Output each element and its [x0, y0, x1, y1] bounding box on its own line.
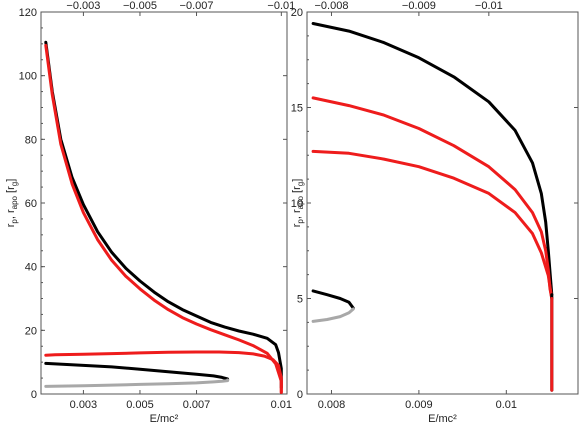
x-axis-label: E/mc²: [428, 413, 457, 425]
y-tick-label: 15: [291, 103, 303, 115]
series-line-3: [44, 361, 230, 382]
x-tick-label: 0.007: [183, 399, 211, 411]
y-tick-label: 5: [297, 294, 303, 306]
x-tick-label: 0.005: [126, 399, 154, 411]
x-tick-label: 0.003: [70, 399, 98, 411]
top-tick-label: −0.009: [402, 0, 436, 12]
series-line-1: [311, 96, 554, 300]
series-line-2: [44, 350, 283, 394]
y-tick-label: 40: [25, 262, 37, 274]
y-tick-label: 80: [25, 134, 37, 146]
y-tick-label: 10: [291, 198, 303, 210]
x-tick-label: 0.01: [271, 399, 292, 411]
series-line-1: [44, 43, 283, 394]
series-line-6: [311, 307, 355, 323]
series-line-0: [311, 22, 554, 297]
left-panel: 0 20 40 60 80 100 120 0.003 0.005 0.007 0.01 −0.003…: [5, 0, 295, 425]
top-tick-label: −0.01: [475, 0, 503, 12]
top-tick-label: −0.008: [315, 0, 349, 12]
top-tick-label: −0.01: [267, 0, 295, 12]
y-tick-label: 0: [297, 389, 303, 401]
top-tick-label: −0.005: [123, 0, 157, 12]
series-line-0: [44, 40, 283, 390]
y-tick-label: 20: [25, 325, 37, 337]
y-tick-label: 60: [25, 198, 37, 210]
series-line-2: [311, 149, 554, 300]
y-tick-label: 0: [31, 389, 37, 401]
y-axis-label: rp, rapo [rg]: [291, 179, 305, 228]
y-tick-label: 100: [19, 71, 37, 83]
x-axis-label: E/mc²: [150, 413, 179, 425]
right-panel: 0 5 10 15 20 0.008 0.009 0.01 −0.008 −0.009 −0.01 E…: [291, 0, 579, 425]
series-line-4: [44, 378, 230, 388]
x-tick-label: 0.01: [496, 399, 517, 411]
series-line-5: [311, 289, 355, 310]
x-tick-label: 0.009: [405, 399, 433, 411]
y-axis-label: rp, rapo [rg]: [5, 179, 19, 228]
y-tick-label: 20: [291, 7, 303, 19]
y-tick-label: 120: [19, 7, 37, 19]
top-tick-label: −0.003: [66, 0, 100, 12]
x-tick-label: 0.008: [318, 399, 346, 411]
top-tick-label: −0.007: [180, 0, 214, 12]
